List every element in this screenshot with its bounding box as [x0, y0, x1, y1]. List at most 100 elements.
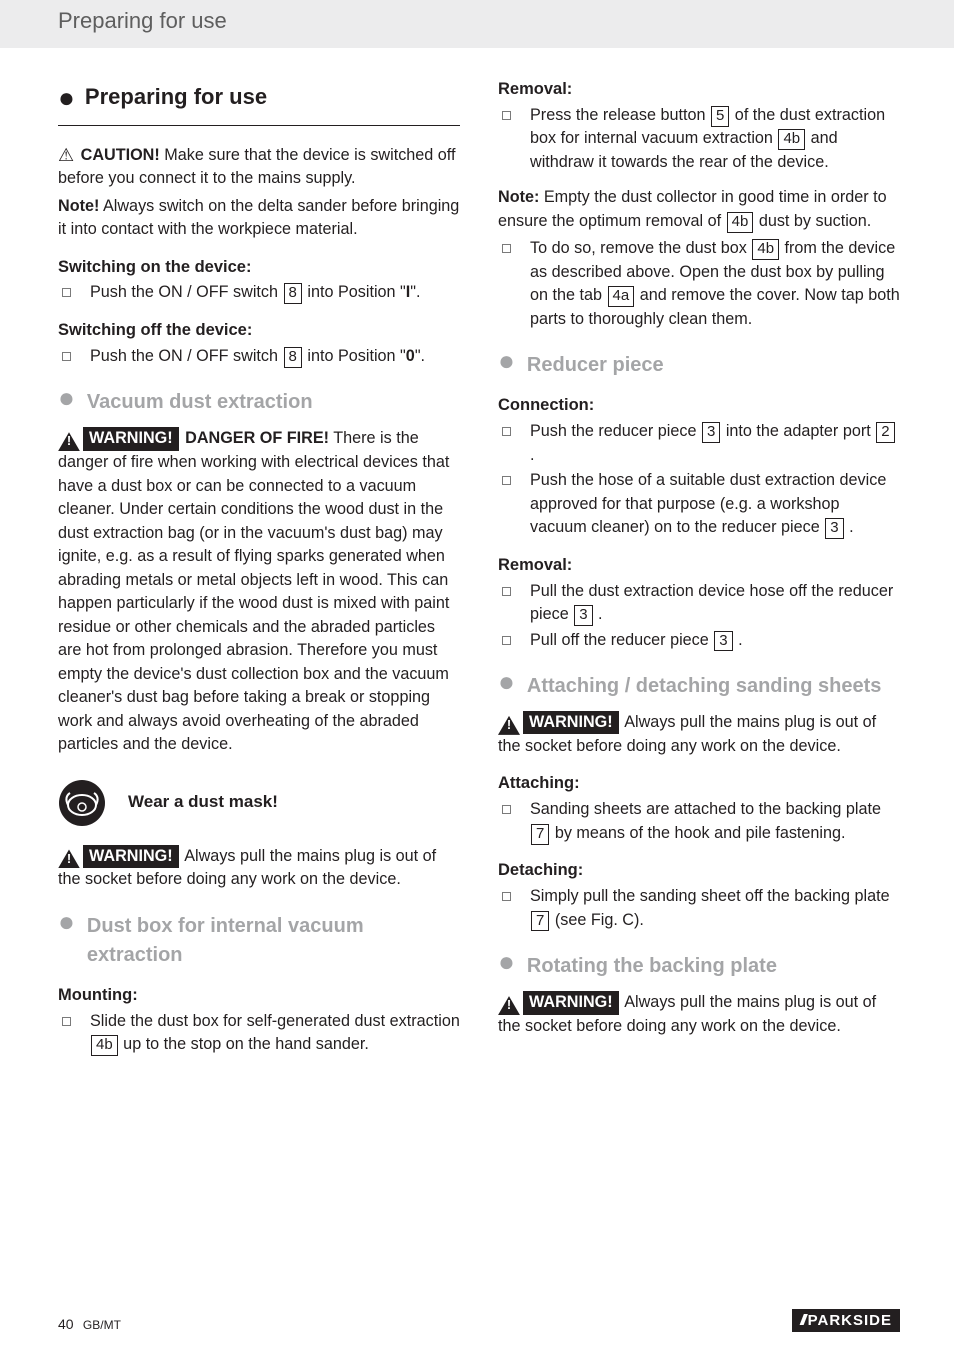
- txt: .: [734, 631, 743, 649]
- section-dustbox: ● Dust box for internal vacuum extractio…: [58, 912, 460, 970]
- attaching-title: Attaching:: [498, 772, 900, 796]
- txt: into Position ": [303, 283, 406, 301]
- txt: ".: [410, 283, 420, 301]
- pos-O: 0: [406, 347, 415, 365]
- warning-label: WARNING!: [83, 427, 179, 450]
- ref-7: 7: [531, 824, 549, 845]
- mask-label: Wear a dust mask!: [128, 790, 278, 815]
- txt: .: [594, 605, 603, 623]
- bullet-icon: ●: [58, 910, 75, 934]
- brand-stripes-icon: ///: [800, 1312, 804, 1329]
- ref-7: 7: [531, 911, 549, 932]
- txt: dust by suction.: [754, 212, 871, 230]
- connection-title: Connection:: [498, 394, 900, 418]
- txt: (see Fig. C).: [550, 911, 644, 929]
- switch-on-list: Push the ON / OFF switch 8 into Position…: [58, 281, 460, 304]
- ref-3: 3: [702, 422, 720, 443]
- header-band: Preparing for use: [0, 0, 954, 48]
- txt: Push the reducer piece: [530, 422, 701, 440]
- h2-text: Vacuum dust extraction: [87, 388, 313, 417]
- switching-on-title: Switching on the device:: [58, 256, 460, 280]
- caution-label: CAUTION!: [81, 146, 160, 164]
- list-item: Push the reducer piece 3 into the adapte…: [498, 420, 900, 467]
- vacuum-warning: !WARNING! DANGER OF FIRE! There is the d…: [58, 427, 460, 756]
- ref-4b: 4b: [752, 239, 779, 260]
- locale: GB/MT: [83, 1318, 121, 1332]
- left-column: ●Preparing for use ⚠ CAUTION! Make sure …: [58, 78, 460, 1059]
- sheets-warning: !WARNING! Always pull the mains plug is …: [498, 711, 900, 758]
- brand-text: PARKSIDE: [808, 1312, 892, 1329]
- ref-4a: 4a: [608, 286, 635, 307]
- warning-triangle-black-icon: !: [58, 432, 80, 451]
- txt: up to the stop on the hand sander.: [119, 1035, 369, 1053]
- section-sheets: ● Attaching / detaching sanding sheets: [498, 672, 900, 701]
- switching-off-title: Switching off the device:: [58, 319, 460, 343]
- bullet-icon: ●: [498, 670, 515, 694]
- note-para: Note! Always switch on the delta sander …: [58, 195, 460, 242]
- ref-2: 2: [876, 422, 894, 443]
- txt: Pull off the reducer piece: [530, 631, 713, 649]
- section-preparing: ●Preparing for use: [58, 78, 460, 126]
- txt: Press the release button: [530, 106, 710, 124]
- dust-mask-icon: [58, 779, 106, 827]
- txt: Push the ON / OFF switch: [90, 283, 283, 301]
- removal-list: Press the release button 5 of the dust e…: [498, 104, 900, 174]
- mounting-list: Slide the dust box for self-generated du…: [58, 1010, 460, 1057]
- removal-title: Removal:: [498, 78, 900, 102]
- txt: ".: [415, 347, 425, 365]
- brand-badge: /// PARKSIDE: [792, 1309, 900, 1332]
- txt: into the adapter port: [721, 422, 875, 440]
- attaching-list: Sanding sheets are attached to the backi…: [498, 798, 900, 845]
- detaching-title: Detaching:: [498, 859, 900, 883]
- note-list: To do so, remove the dust box 4b from th…: [498, 237, 900, 331]
- warning-triangle-black-icon: !: [58, 849, 80, 868]
- warning-label: WARNING!: [83, 845, 179, 868]
- txt: into Position ": [303, 347, 406, 365]
- txt: To do so, remove the dust box: [530, 239, 751, 257]
- txt: .: [845, 518, 854, 536]
- page-footer: 40 GB/MT /// PARKSIDE: [58, 1309, 900, 1332]
- connection-list: Push the reducer piece 3 into the adapte…: [498, 420, 900, 539]
- list-item: Push the ON / OFF switch 8 into Position…: [58, 281, 460, 304]
- bullet-icon: ●: [498, 349, 515, 373]
- ref-3: 3: [574, 605, 592, 626]
- list-item: Press the release button 5 of the dust e…: [498, 104, 900, 174]
- list-item: Push the ON / OFF switch 8 into Position…: [58, 345, 460, 368]
- list-item: Pull the dust extraction device hose off…: [498, 580, 900, 627]
- mounting-title: Mounting:: [58, 984, 460, 1008]
- section-rotating: ● Rotating the backing plate: [498, 952, 900, 981]
- list-item: Simply pull the sanding sheet off the ba…: [498, 885, 900, 932]
- section-reducer: ● Reducer piece: [498, 351, 900, 380]
- list-item: Slide the dust box for self-generated du…: [58, 1010, 460, 1057]
- ref-3: 3: [825, 518, 843, 539]
- caution-para: ⚠ CAUTION! Make sure that the device is …: [58, 144, 460, 191]
- page-body: ●Preparing for use ⚠ CAUTION! Make sure …: [0, 48, 954, 1059]
- section-vacuum: ● Vacuum dust extraction: [58, 388, 460, 417]
- note-text: Always switch on the delta sander before…: [58, 197, 459, 238]
- ref-8: 8: [284, 347, 302, 368]
- detaching-list: Simply pull the sanding sheet off the ba…: [498, 885, 900, 932]
- list-item: Pull off the reducer piece 3 .: [498, 629, 900, 652]
- txt: Simply pull the sanding sheet off the ba…: [530, 887, 890, 905]
- ref-5: 5: [711, 106, 729, 127]
- h2-text: Rotating the backing plate: [527, 952, 777, 981]
- txt: .: [530, 446, 535, 464]
- warning-triangle-black-icon: !: [498, 996, 520, 1015]
- txt: Slide the dust box for self-generated du…: [90, 1012, 460, 1030]
- ref-8: 8: [284, 283, 302, 304]
- txt: Sanding sheets are attached to the backi…: [530, 800, 881, 818]
- note-label: Note!: [58, 197, 99, 215]
- warning-label: WARNING!: [523, 991, 619, 1014]
- txt: by means of the hook and pile fastening.: [550, 824, 845, 842]
- list-item: To do so, remove the dust box 4b from th…: [498, 237, 900, 331]
- reducer-removal-list: Pull the dust extraction device hose off…: [498, 580, 900, 652]
- right-column: Removal: Press the release button 5 of t…: [498, 78, 900, 1059]
- switch-off-list: Push the ON / OFF switch 8 into Position…: [58, 345, 460, 368]
- warning-label: WARNING!: [523, 711, 619, 734]
- vacuum-body: There is the danger of fire when working…: [58, 429, 449, 753]
- page-number: 40: [58, 1316, 74, 1332]
- bullet-icon: ●: [498, 950, 515, 974]
- ref-4b: 4b: [727, 212, 754, 233]
- note-para: Note: Empty the dust collector in good t…: [498, 186, 900, 233]
- h1-text: Preparing for use: [85, 84, 267, 109]
